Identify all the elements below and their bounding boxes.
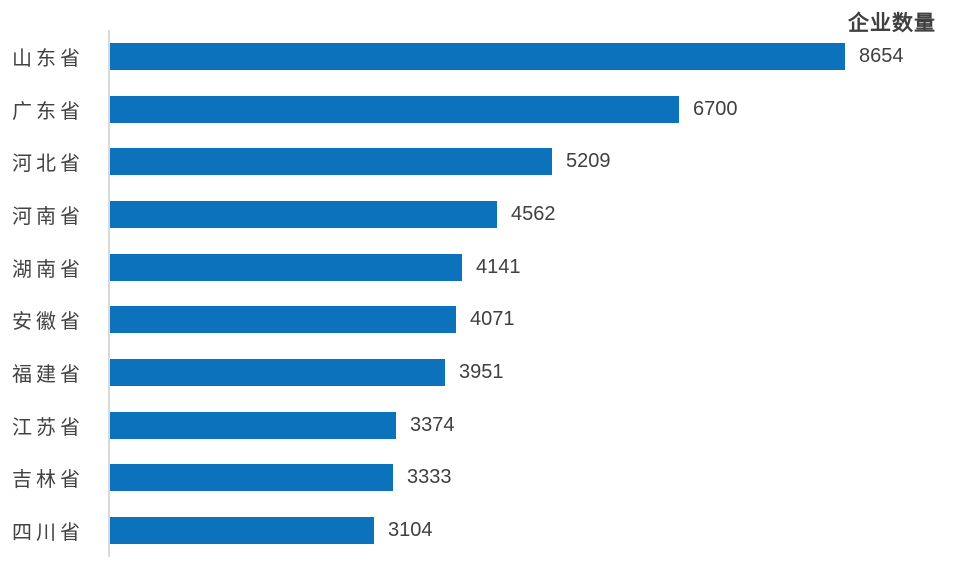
bar-row: 吉林省 3333 <box>0 452 959 505</box>
bar-row: 广东省 6700 <box>0 83 959 136</box>
category-label: 四川省 <box>12 522 84 545</box>
bar-row: 福建省 3951 <box>0 346 959 399</box>
bar-track: 4071 <box>110 294 959 347</box>
bar-track: 6700 <box>110 83 959 136</box>
bar-track: 5209 <box>110 135 959 188</box>
value-label: 6700 <box>693 97 738 120</box>
bar <box>110 411 396 439</box>
value-label: 3104 <box>388 519 433 542</box>
bar-track: 3951 <box>110 346 959 399</box>
value-label: 4562 <box>511 202 556 225</box>
category-label: 河南省 <box>12 205 84 228</box>
bar <box>110 359 445 387</box>
chart-title: 企业数量 <box>848 12 936 35</box>
bar-track: 3104 <box>110 504 959 557</box>
bar <box>110 148 552 176</box>
bar-track: 8654 <box>110 30 959 83</box>
category-label: 广东省 <box>12 100 84 123</box>
category-label: 江苏省 <box>12 416 84 439</box>
bar-row: 四川省 3104 <box>0 504 959 557</box>
category-label: 湖南省 <box>12 258 84 281</box>
category-label: 山东省 <box>12 47 84 70</box>
bar-track: 3333 <box>110 452 959 505</box>
bar-row: 湖南省 4141 <box>0 241 959 294</box>
bar-row: 安徽省 4071 <box>0 294 959 347</box>
y-axis-line <box>108 30 110 557</box>
bar-row: 河南省 4562 <box>0 188 959 241</box>
bar <box>110 95 679 123</box>
value-label: 8654 <box>859 44 904 67</box>
bar <box>110 306 456 334</box>
bar <box>110 464 393 492</box>
value-label: 4141 <box>476 255 521 278</box>
bar <box>110 253 462 281</box>
category-label: 河北省 <box>12 153 84 176</box>
bar-track: 4562 <box>110 188 959 241</box>
bar-row: 江苏省 3374 <box>0 399 959 452</box>
category-label: 安徽省 <box>12 311 84 334</box>
value-label: 3333 <box>407 466 452 489</box>
bar-row: 山东省 8654 <box>0 30 959 83</box>
bar <box>110 517 374 545</box>
bar <box>110 200 497 228</box>
value-label: 3374 <box>410 413 455 436</box>
bar-track: 4141 <box>110 241 959 294</box>
value-label: 5209 <box>566 150 611 173</box>
value-label: 4071 <box>470 308 515 331</box>
bar-track: 3374 <box>110 399 959 452</box>
value-label: 3951 <box>459 361 504 384</box>
category-label: 福建省 <box>12 364 84 387</box>
plot-area: 山东省 8654 广东省 6700 河北省 5209 河南省 4562 湖南省 4141 安徽省 40… <box>0 30 959 557</box>
bar-row: 河北省 5209 <box>0 135 959 188</box>
bar <box>110 42 845 70</box>
category-label: 吉林省 <box>12 469 84 492</box>
